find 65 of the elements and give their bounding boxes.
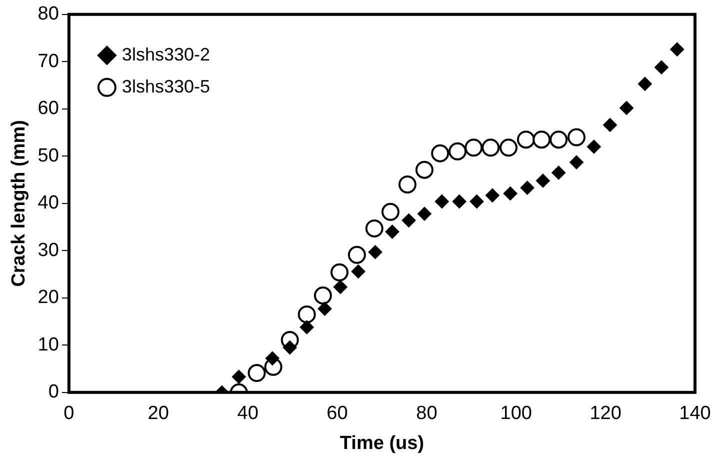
- point: [638, 76, 652, 91]
- x-tick-label: 100: [500, 403, 532, 424]
- point: [482, 138, 500, 157]
- point: [464, 138, 483, 157]
- point: [385, 224, 400, 239]
- legend-label: 3lshs330-2: [122, 44, 210, 64]
- point: [368, 245, 382, 260]
- point: [351, 264, 366, 278]
- point: [485, 188, 500, 202]
- point: [503, 186, 518, 200]
- point: [402, 213, 416, 228]
- point: [603, 118, 618, 132]
- point: [452, 194, 466, 209]
- point: [330, 263, 348, 282]
- point: [569, 155, 584, 170]
- x-tick-label: 40: [237, 403, 258, 424]
- y-tick-label: 60: [38, 98, 59, 120]
- point: [431, 144, 450, 162]
- point: [586, 140, 601, 154]
- point: [333, 280, 348, 294]
- point: [448, 142, 467, 160]
- x-tick-label: 20: [148, 403, 169, 424]
- point: [318, 302, 332, 316]
- x-tick-label: 0: [64, 403, 74, 424]
- point: [365, 219, 384, 238]
- y-tick-label: 70: [38, 50, 59, 72]
- legend-label: 3lshs330-5: [122, 76, 210, 96]
- point: [520, 180, 534, 195]
- point: [550, 130, 568, 149]
- point: [552, 166, 566, 180]
- point: [620, 100, 634, 115]
- point: [670, 42, 684, 56]
- point: [300, 320, 314, 334]
- point: [500, 138, 518, 157]
- point: [417, 206, 432, 221]
- point: [398, 176, 416, 194]
- point: [381, 202, 400, 221]
- y-tick-label: 0: [48, 382, 59, 403]
- point: [415, 160, 434, 179]
- point: [265, 351, 280, 366]
- x-tick-label: 80: [416, 403, 438, 424]
- y-tick-label: 80: [38, 4, 59, 25]
- point: [248, 364, 266, 382]
- point: [654, 60, 668, 74]
- point: [532, 130, 551, 149]
- point: [348, 246, 366, 264]
- x-tick-label: 140: [679, 403, 711, 424]
- point: [282, 340, 297, 355]
- y-tick-label: 50: [38, 145, 59, 166]
- point: [434, 194, 449, 209]
- x-axis-title: Time (us): [340, 432, 424, 454]
- x-tick-label: 120: [590, 403, 622, 424]
- point: [567, 128, 586, 146]
- point: [232, 370, 246, 384]
- point: [536, 174, 550, 188]
- point: [298, 305, 316, 324]
- y-tick-label: 30: [38, 240, 59, 261]
- x-tick-label: 60: [326, 403, 348, 424]
- point: [516, 130, 535, 149]
- point: [314, 286, 332, 305]
- y-axis-title: Crack length (mm): [8, 120, 30, 287]
- y-tick-label: 10: [38, 334, 59, 356]
- point: [470, 194, 484, 209]
- y-tick-label: 20: [38, 287, 59, 308]
- y-tick-label: 40: [38, 192, 59, 214]
